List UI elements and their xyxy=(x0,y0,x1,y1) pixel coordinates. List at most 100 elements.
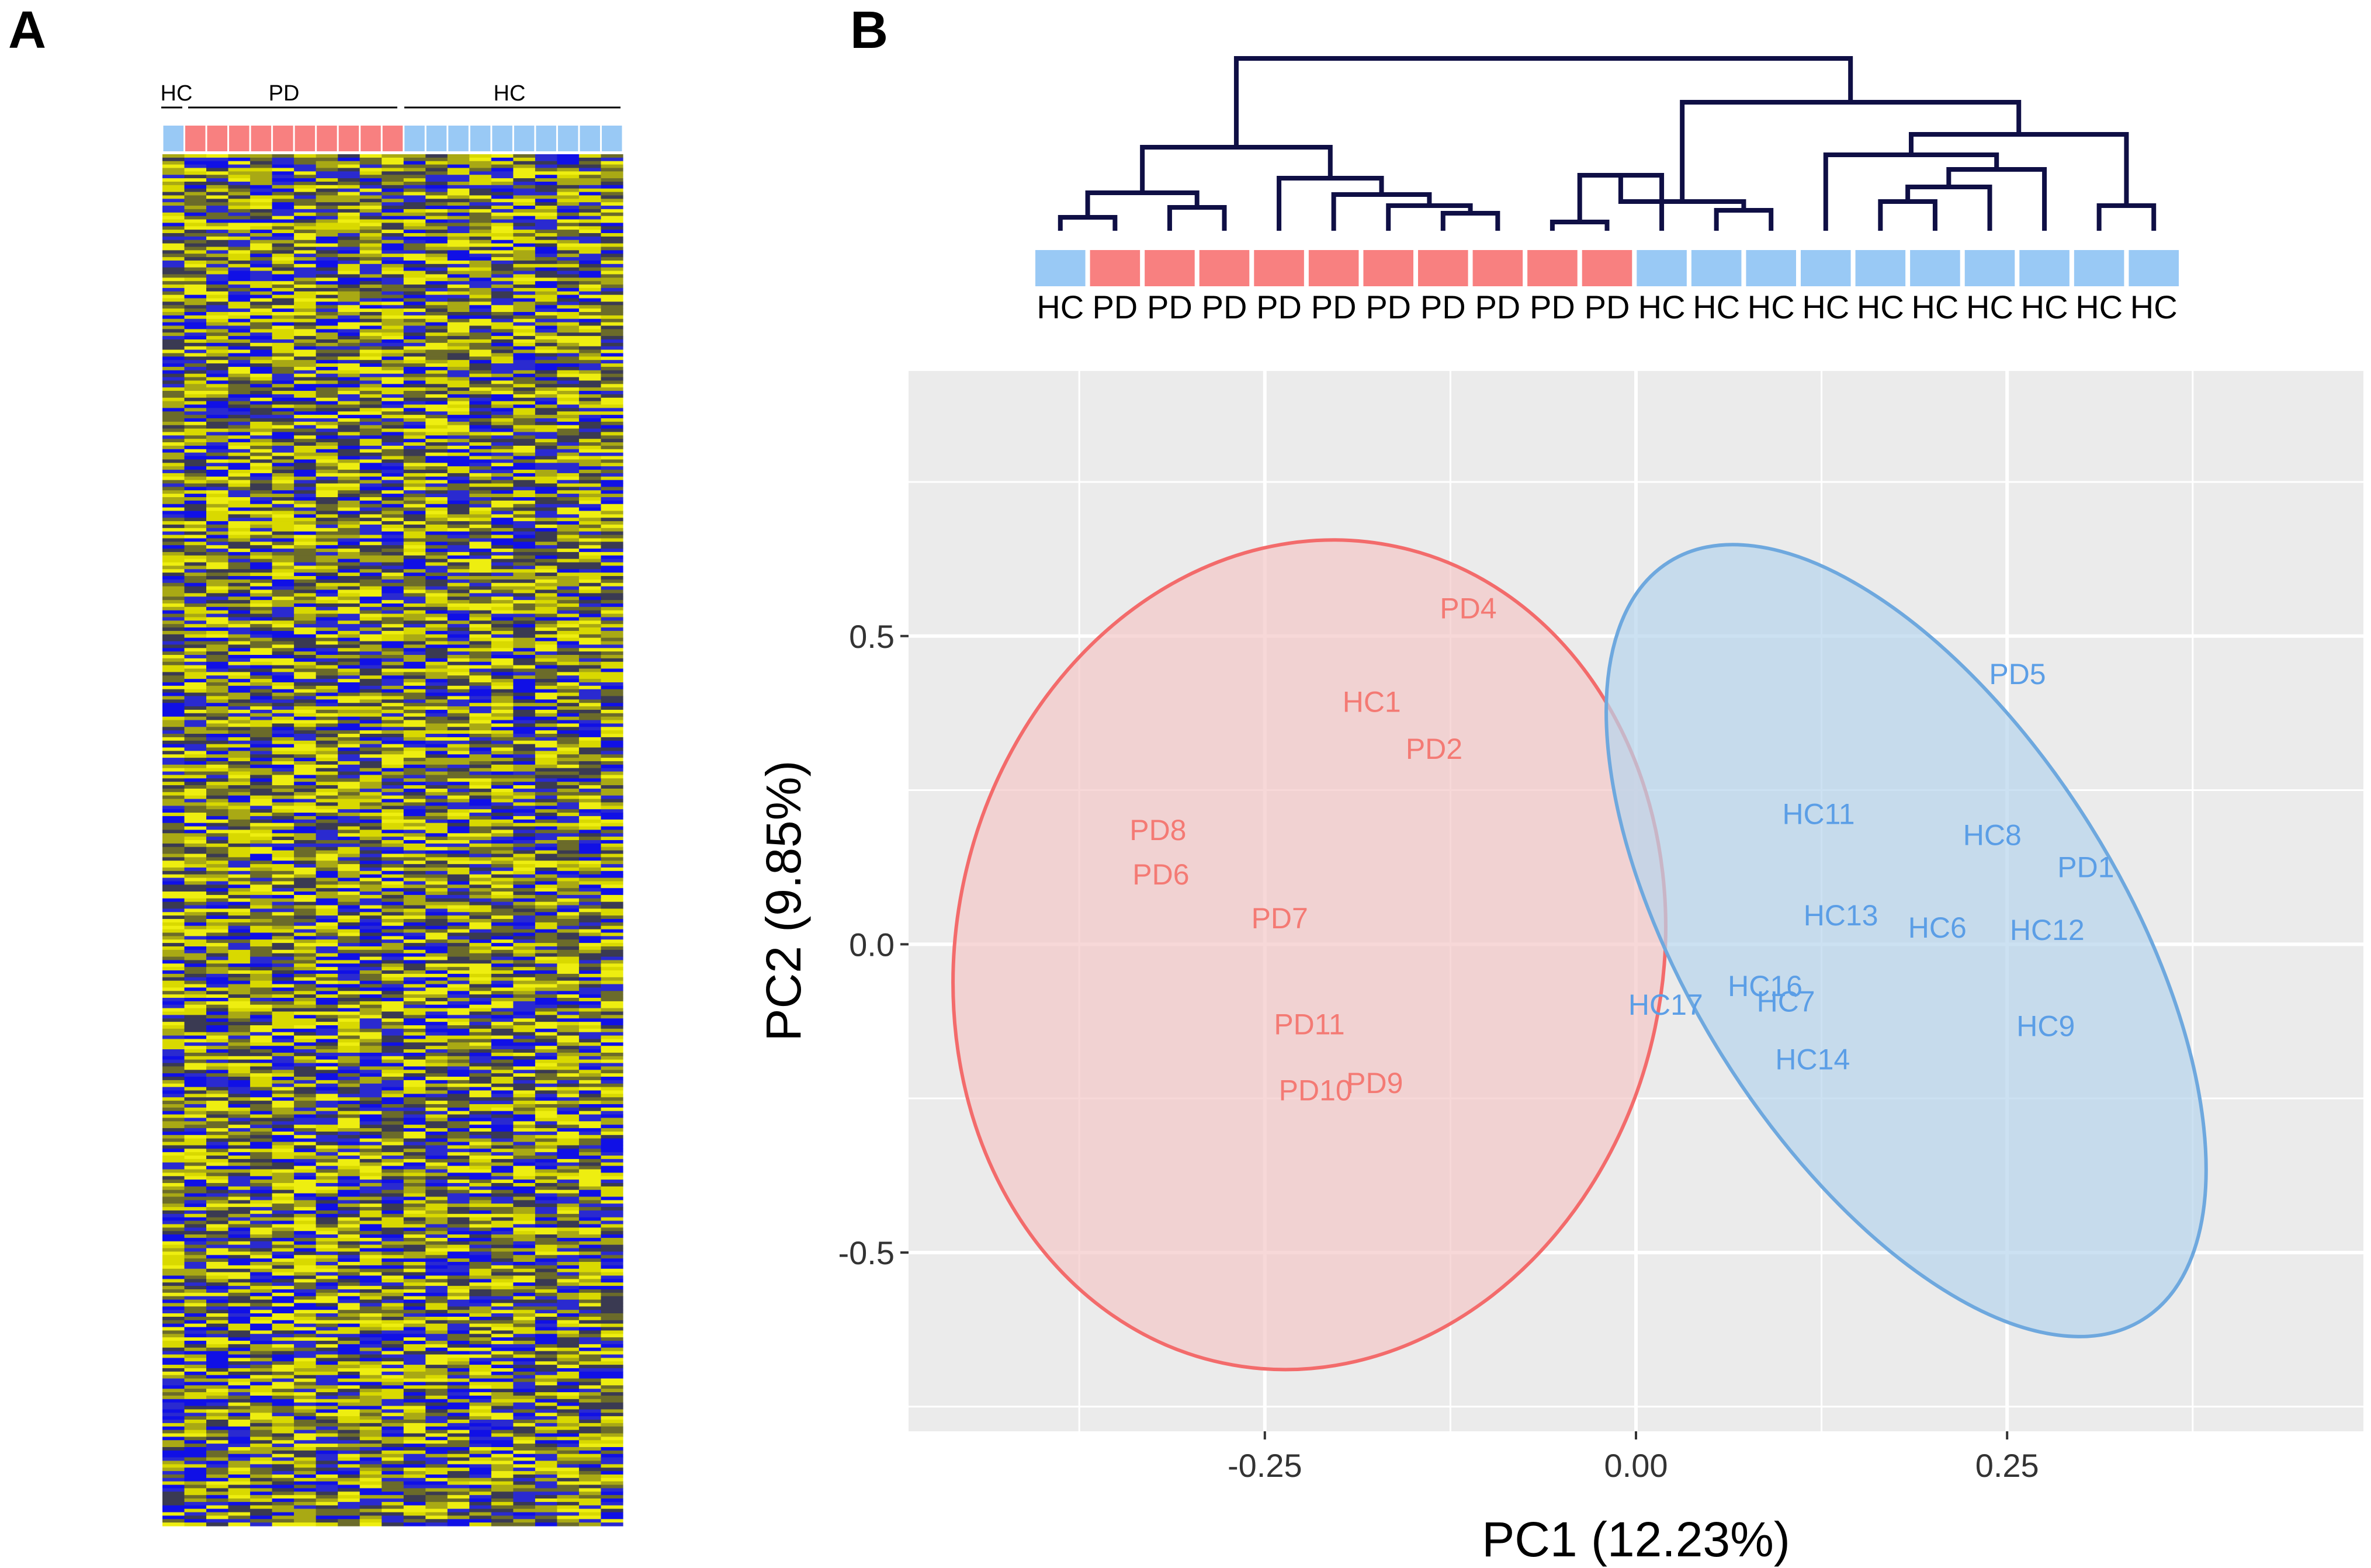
heatmap-cell xyxy=(382,861,404,865)
heatmap-cell xyxy=(425,408,448,412)
heatmap-cell xyxy=(425,171,448,175)
heatmap-cell xyxy=(272,363,294,367)
heatmap-cell xyxy=(162,905,185,909)
heatmap-cell xyxy=(184,387,207,391)
heatmap-cell xyxy=(228,240,251,244)
heatmap-cell xyxy=(338,1395,360,1400)
heatmap-cell xyxy=(294,1265,317,1269)
heatmap-cell xyxy=(206,912,229,916)
heatmap-cell xyxy=(359,538,382,542)
heatmap-cell xyxy=(425,301,448,306)
heatmap-cell xyxy=(382,1375,404,1379)
heatmap-cell xyxy=(250,418,273,422)
heatmap-cell xyxy=(359,771,382,776)
heatmap-cell xyxy=(228,391,251,395)
heatmap-cell xyxy=(338,634,360,639)
heatmap-cell xyxy=(272,1365,294,1369)
heatmap-cell xyxy=(338,977,360,981)
heatmap-cell xyxy=(162,391,185,395)
heatmap-cell xyxy=(206,339,229,344)
heatmap-cell xyxy=(162,1200,185,1204)
heatmap-cell xyxy=(206,1347,229,1352)
heatmap-cell xyxy=(250,1299,273,1304)
heatmap-cell xyxy=(206,1464,229,1468)
heatmap-cell xyxy=(294,1213,317,1218)
heatmap-cell xyxy=(359,449,382,453)
heatmap-cell xyxy=(316,500,338,505)
heatmap-cell xyxy=(294,439,317,443)
heatmap-cell xyxy=(382,579,404,584)
heatmap-cell xyxy=(162,1344,185,1348)
heatmap-cell xyxy=(359,1457,382,1462)
heatmap-cell xyxy=(162,363,185,367)
heatmap-cell xyxy=(294,1063,317,1067)
heatmap-cell xyxy=(316,274,338,278)
heatmap-cell xyxy=(316,1227,338,1231)
heatmap-cell xyxy=(316,1306,338,1310)
heatmap-cell xyxy=(425,696,448,700)
heatmap-cell xyxy=(359,970,382,974)
heatmap-cell xyxy=(272,549,294,553)
heatmap-cell xyxy=(403,1330,426,1334)
heatmap-cell xyxy=(403,1210,426,1215)
heatmap-cell xyxy=(403,1008,426,1012)
heatmap-cell xyxy=(403,730,426,734)
heatmap-cell xyxy=(250,542,273,546)
heatmap-cell xyxy=(403,929,426,934)
heatmap-cell xyxy=(184,932,207,936)
heatmap-cell xyxy=(250,1090,273,1094)
heatmap-cell xyxy=(228,977,251,981)
heatmap-cell xyxy=(382,593,404,597)
heatmap-cell xyxy=(294,353,317,357)
heatmap-cell xyxy=(382,339,404,344)
heatmap-cell xyxy=(359,1468,382,1472)
heatmap-cell xyxy=(382,157,404,162)
heatmap-cell xyxy=(206,782,229,786)
heatmap-cell xyxy=(206,353,229,357)
heatmap-cell xyxy=(162,699,185,703)
heatmap-cell xyxy=(162,617,185,621)
heatmap-cell xyxy=(294,634,317,639)
heatmap-cell xyxy=(382,466,404,470)
heatmap-cell xyxy=(359,521,382,525)
heatmap-cell xyxy=(382,1241,404,1246)
heatmap-cell xyxy=(316,771,338,776)
heatmap-cell xyxy=(382,898,404,903)
heatmap-cell xyxy=(206,685,229,690)
heatmap-cell xyxy=(162,1461,185,1465)
heatmap-cell xyxy=(338,1354,360,1358)
heatmap-cell xyxy=(382,254,404,258)
heatmap-cell xyxy=(382,298,404,303)
heatmap-cell xyxy=(359,977,382,981)
heatmap-cell xyxy=(162,1241,185,1246)
heatmap-cell xyxy=(338,1351,360,1355)
heatmap-cell xyxy=(338,905,360,909)
heatmap-cell xyxy=(294,1018,317,1022)
heatmap-cell xyxy=(382,1131,404,1136)
heatmap-cell xyxy=(316,1296,338,1300)
heatmap-cell xyxy=(403,833,426,837)
heatmap-cell xyxy=(382,551,404,556)
heatmap-cell xyxy=(250,281,273,285)
heatmap-cell xyxy=(184,589,207,594)
heatmap-cell xyxy=(184,257,207,261)
heatmap-cell xyxy=(403,346,426,351)
heatmap-cell xyxy=(338,1094,360,1098)
heatmap-cell xyxy=(250,270,273,275)
heatmap-cell xyxy=(359,411,382,415)
heatmap-cell xyxy=(359,857,382,861)
heatmap-cell xyxy=(184,1444,207,1448)
heatmap-cell xyxy=(359,260,382,265)
heatmap-cell xyxy=(382,730,404,734)
heatmap-cell xyxy=(162,346,185,351)
heatmap-cell xyxy=(206,1135,229,1139)
heatmap-cell xyxy=(228,1272,251,1276)
heatmap-cell xyxy=(206,1237,229,1242)
heatmap-cell xyxy=(228,946,251,950)
heatmap-cell xyxy=(359,823,382,827)
heatmap-cell xyxy=(382,932,404,936)
heatmap-cell xyxy=(294,459,317,463)
heatmap-cell xyxy=(250,582,273,587)
heatmap-cell xyxy=(316,421,338,426)
heatmap-cell xyxy=(338,956,360,961)
